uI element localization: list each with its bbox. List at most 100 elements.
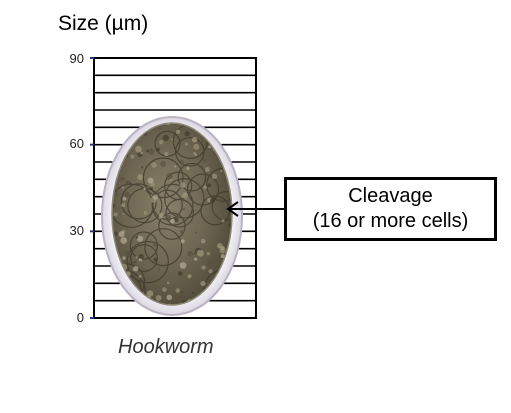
egg-speckle [164, 214, 172, 222]
egg-speckle [120, 237, 128, 244]
egg-speckle [130, 154, 135, 159]
egg-speckle [158, 126, 161, 130]
egg-speckle [156, 147, 161, 152]
egg-speckle [206, 261, 213, 267]
egg-speckle [207, 183, 212, 188]
egg-speckle [122, 256, 126, 260]
egg-speckle [177, 271, 183, 276]
egg-speckle [152, 194, 159, 200]
egg-speckle [138, 275, 142, 278]
egg-speckle [170, 218, 175, 224]
egg-speckle [157, 267, 161, 271]
tick-label-60: 60 [69, 136, 84, 151]
egg-speckle [174, 165, 177, 168]
egg-speckle [146, 290, 154, 297]
tick-label-0: 0 [76, 310, 84, 325]
cleavage-callout: Cleavage (16 or more cells) [284, 177, 497, 241]
callout-arrow [226, 201, 284, 217]
egg-speckle [208, 145, 211, 149]
egg-speckle [220, 254, 225, 259]
egg-speckle [209, 198, 215, 204]
egg-speckle [206, 251, 211, 256]
egg-speckle [166, 294, 173, 301]
egg-speckle [179, 159, 184, 165]
egg-speckle [146, 149, 149, 153]
egg-speckle [184, 131, 190, 137]
egg-speckle [173, 217, 179, 223]
egg-cell [154, 130, 181, 157]
egg-speckle [164, 151, 169, 157]
egg-cell [126, 240, 169, 284]
egg-speckle [113, 231, 118, 236]
egg-speckle [118, 231, 125, 238]
egg-speckle [125, 180, 131, 185]
egg-cell [174, 136, 205, 167]
egg-speckle [162, 134, 169, 142]
egg-speckle [182, 207, 185, 211]
egg-speckle [120, 176, 125, 181]
egg-speckle [193, 143, 200, 150]
egg-speckle [138, 253, 144, 259]
egg-speckle [137, 174, 143, 180]
egg-speckle [149, 186, 154, 191]
egg-speckle [155, 295, 162, 301]
tick-label-90: 90 [69, 51, 84, 66]
egg-speckle [194, 257, 198, 261]
egg-cell [142, 157, 184, 199]
egg-speckle [179, 182, 186, 189]
egg-speckle [141, 166, 144, 169]
egg-speckle [162, 287, 167, 292]
callout-line-2: (16 or more cells) [312, 210, 469, 232]
egg-speckle [220, 170, 223, 173]
egg-speckle [132, 265, 139, 272]
egg-speckle [211, 173, 218, 180]
egg-speckle [175, 129, 181, 134]
axis-title: Size (µm) [58, 12, 149, 35]
egg-speckle [121, 186, 125, 189]
egg-speckle [124, 191, 131, 198]
egg-speckle [191, 291, 195, 295]
egg-speckle [160, 160, 167, 167]
egg-speckle [200, 281, 206, 287]
egg-cell [206, 167, 232, 202]
egg-cell [130, 244, 158, 272]
egg-speckle [201, 265, 206, 270]
egg-speckle [113, 212, 118, 217]
egg-speckle [180, 290, 183, 293]
egg-speckle [217, 243, 223, 249]
egg-speckle [152, 242, 158, 247]
egg-cell [129, 231, 159, 260]
egg-speckle [187, 274, 192, 279]
egg-speckle [194, 153, 198, 157]
egg-speckle [114, 192, 118, 196]
egg-speckle [202, 159, 207, 163]
egg-speckle [204, 167, 210, 172]
egg-speckle [135, 256, 138, 259]
hookworm-egg-icon [101, 116, 243, 316]
egg-speckle [151, 162, 157, 168]
egg-speckle [217, 197, 223, 202]
egg-speckle [147, 148, 155, 155]
egg-speckle [200, 238, 206, 244]
egg-speckle [170, 138, 173, 141]
egg-speckle [122, 212, 125, 216]
egg-speckle [121, 203, 126, 208]
egg-cell [164, 178, 205, 219]
egg-cell [144, 228, 183, 267]
egg-speckle [184, 142, 189, 146]
egg-speckle [180, 229, 184, 234]
egg-speckle [175, 288, 181, 293]
egg-speckle [186, 166, 190, 170]
egg-speckle [191, 136, 198, 143]
egg-speckle [122, 196, 127, 201]
egg-speckle [194, 231, 197, 234]
egg-speckle [135, 236, 139, 239]
egg-speckle [153, 257, 158, 262]
egg-speckle [197, 249, 204, 257]
egg-speckle [140, 151, 143, 155]
egg-speckle [203, 185, 207, 189]
egg-speckle [218, 255, 221, 258]
egg-speckle [166, 173, 173, 180]
egg-speckle [221, 219, 225, 223]
